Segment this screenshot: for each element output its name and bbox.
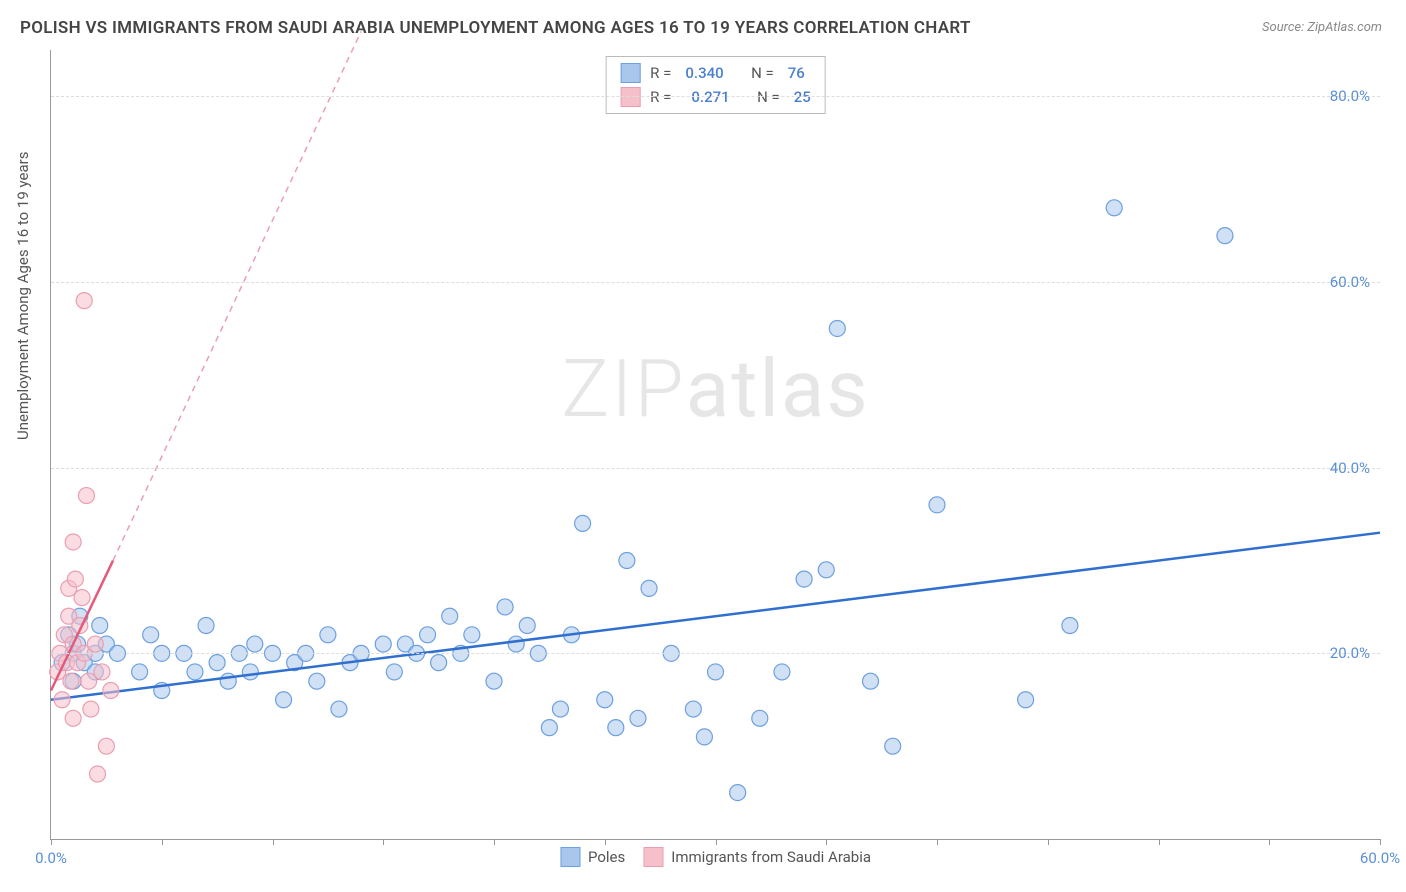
scatter-point xyxy=(94,664,110,680)
scatter-point xyxy=(885,738,901,754)
x-tick-mark xyxy=(1048,839,1049,845)
x-tick-mark xyxy=(716,839,717,845)
scatter-point xyxy=(309,673,325,689)
scatter-point xyxy=(1106,200,1122,216)
scatter-point xyxy=(1217,228,1233,244)
scatter-point xyxy=(92,618,108,634)
scatter-point xyxy=(375,636,391,652)
scatter-point xyxy=(431,655,447,671)
x-tick-mark xyxy=(826,839,827,845)
scatter-point xyxy=(685,701,701,717)
scatter-point xyxy=(74,590,90,606)
source-attribution: Source: ZipAtlas.com xyxy=(1262,20,1382,35)
y-axis-label: Unemployment Among Ages 16 to 19 years xyxy=(14,152,32,440)
scatter-point xyxy=(209,655,225,671)
scatter-point xyxy=(519,618,535,634)
x-tick-mark xyxy=(494,839,495,845)
gridline xyxy=(51,653,1380,654)
scatter-svg xyxy=(51,50,1380,839)
x-tick-label: 0.0% xyxy=(35,849,67,867)
stats-legend-box: R =0.340 N =76 R =0.271 N =25 xyxy=(605,56,826,114)
scatter-point xyxy=(929,497,945,513)
scatter-point xyxy=(552,701,568,717)
stats-row-poles: R =0.340 N =76 xyxy=(620,61,811,85)
scatter-point xyxy=(320,627,336,643)
x-tick-mark xyxy=(273,839,274,845)
y-tick-label: 60.0% xyxy=(1330,273,1370,291)
x-tick-mark xyxy=(51,839,52,845)
swatch-poles xyxy=(620,63,640,83)
scatter-point xyxy=(464,627,480,643)
scatter-point xyxy=(630,710,646,726)
x-tick-mark xyxy=(1380,839,1381,845)
scatter-point xyxy=(818,562,834,578)
scatter-point xyxy=(198,618,214,634)
scatter-point xyxy=(54,692,70,708)
scatter-point xyxy=(708,664,724,680)
scatter-point xyxy=(78,488,94,504)
scatter-point xyxy=(863,673,879,689)
scatter-point xyxy=(1062,618,1078,634)
scatter-point xyxy=(575,515,591,531)
scatter-point xyxy=(796,571,812,587)
scatter-point xyxy=(242,664,258,680)
bottom-legend: Poles Immigrants from Saudi Arabia xyxy=(560,847,871,867)
x-tick-label: 60.0% xyxy=(1360,849,1400,867)
x-tick-mark xyxy=(1159,839,1160,845)
scatter-point xyxy=(67,571,83,587)
x-tick-mark xyxy=(383,839,384,845)
scatter-point xyxy=(187,664,203,680)
y-tick-label: 80.0% xyxy=(1330,87,1370,105)
scatter-point xyxy=(829,320,845,336)
scatter-point xyxy=(641,580,657,596)
x-tick-mark xyxy=(162,839,163,845)
scatter-point xyxy=(87,636,103,652)
scatter-point xyxy=(752,710,768,726)
scatter-point xyxy=(420,627,436,643)
x-tick-mark xyxy=(605,839,606,845)
legend-label-saudi: Immigrants from Saudi Arabia xyxy=(671,848,871,866)
scatter-point xyxy=(696,729,712,745)
scatter-point xyxy=(83,701,99,717)
scatter-point xyxy=(597,692,613,708)
x-tick-mark xyxy=(937,839,938,845)
scatter-point xyxy=(65,710,81,726)
chart-title: POLISH VS IMMIGRANTS FROM SAUDI ARABIA U… xyxy=(20,18,971,38)
trend-line-dashed xyxy=(113,31,361,560)
scatter-point xyxy=(508,636,524,652)
scatter-point xyxy=(386,664,402,680)
swatch-poles-bottom xyxy=(560,847,580,867)
scatter-point xyxy=(247,636,263,652)
legend-label-poles: Poles xyxy=(588,848,625,866)
scatter-point xyxy=(76,293,92,309)
scatter-point xyxy=(143,627,159,643)
scatter-point xyxy=(65,534,81,550)
scatter-point xyxy=(541,720,557,736)
gridline xyxy=(51,96,1380,97)
scatter-point xyxy=(331,701,347,717)
scatter-point xyxy=(132,664,148,680)
scatter-point xyxy=(486,673,502,689)
scatter-point xyxy=(774,664,790,680)
legend-item-poles: Poles xyxy=(560,847,625,867)
legend-item-saudi: Immigrants from Saudi Arabia xyxy=(643,847,871,867)
gridline xyxy=(51,282,1380,283)
scatter-point xyxy=(276,692,292,708)
x-tick-mark xyxy=(1269,839,1270,845)
scatter-point xyxy=(619,553,635,569)
y-tick-label: 20.0% xyxy=(1330,644,1370,662)
y-tick-label: 40.0% xyxy=(1330,459,1370,477)
scatter-point xyxy=(98,738,114,754)
scatter-point xyxy=(63,673,79,689)
scatter-point xyxy=(442,608,458,624)
swatch-saudi-bottom xyxy=(643,847,663,867)
scatter-point xyxy=(608,720,624,736)
gridline xyxy=(51,468,1380,469)
scatter-point xyxy=(730,785,746,801)
scatter-point xyxy=(497,599,513,615)
chart-plot-area: ZIPatlas R =0.340 N =76 R =0.271 N =25 P… xyxy=(50,50,1380,840)
scatter-point xyxy=(1018,692,1034,708)
scatter-point xyxy=(103,682,119,698)
scatter-point xyxy=(90,766,106,782)
